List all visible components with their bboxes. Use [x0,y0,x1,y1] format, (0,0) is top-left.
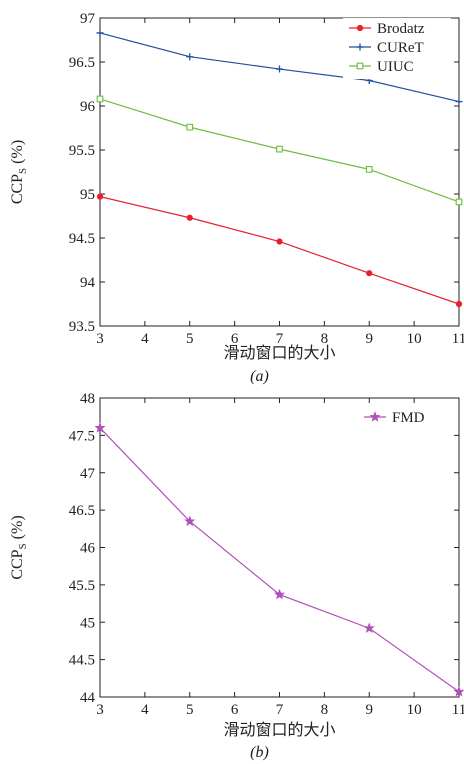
x-tick-label: 7 [276,702,284,718]
data-point [276,65,283,73]
data-point [366,270,373,277]
legend-marker [369,411,381,422]
y-tick-label: 96 [80,99,96,115]
y-axis-label: CCPS (%) [9,140,29,204]
data-point [276,238,283,245]
data-point [186,214,193,221]
data-point [455,300,463,308]
data-point [186,123,194,131]
series-line [99,196,460,305]
x-tick-label: 3 [96,702,104,718]
y-tick-label: 46.5 [69,503,95,519]
x-tick-label: 7 [276,331,284,347]
x-tick-label: 5 [186,331,194,347]
legend: FMD [358,407,451,430]
data-point [453,685,464,697]
chart-panel-b: 3 4 5 6 7 8 9 10 114444.54545.54646.54747.548FMD… [9,391,464,761]
legend: Brodatz CUReT UIUC [343,18,451,79]
x-axis-label: 滑动窗口的大小 [223,720,335,739]
legend-label: UIUC [377,59,414,75]
data-point [96,193,104,200]
y-tick-label: 44.5 [69,653,95,669]
chart-panel-a: 3 4 5 6 7 8 9 10 11 93.5 94 94.5 95 95.5 96 96.5 97 Broda… [9,11,464,385]
series-brodatz [96,193,463,308]
data-point [455,198,463,206]
legend-label: CUReT [377,40,424,56]
y-tick-label: 47 [80,466,96,482]
x-tick-label: 3 [96,331,104,347]
y-tick-label: 94.5 [69,231,95,247]
y-tick-label: 96.5 [69,55,95,71]
y-tick-label: 95.5 [69,143,95,159]
y-tick-label: 48 [80,391,95,407]
x-axis-label: 滑动窗口的大小 [223,343,335,362]
x-tick-label: 11 [452,331,464,347]
x-tick-label: 4 [141,331,149,347]
data-point [276,145,283,153]
data-point [365,166,373,173]
data-point [186,53,194,61]
x-tick-label: 10 [407,702,422,718]
x-tick-label: 10 [407,331,422,347]
x-tick-label: 9 [366,331,374,347]
data-point [94,422,106,433]
y-axis-label: CCPS (%) [9,515,29,579]
x-tick-label: 5 [186,702,194,718]
y-tick-label: 97 [80,11,96,27]
series-uiuc [96,95,463,206]
series-curet [96,29,463,106]
y-tick-label: 46 [80,541,96,557]
legend-label: FMD [392,410,425,426]
data-point [96,29,104,37]
x-tick-label: 4 [141,702,149,718]
panel-caption: (b) [250,744,269,761]
x-tick-label: 6 [231,331,239,347]
legend-label: Brodatz [377,21,425,37]
y-tick-label: 93.5 [69,319,95,335]
legend-marker [356,43,364,51]
data-point [455,98,463,106]
legend-marker [356,62,364,70]
y-tick-label: 47.5 [69,428,95,444]
data-point [273,588,286,600]
x-tick-label: 8 [321,331,329,347]
y-tick-label: 45 [80,615,95,631]
plot-frame [99,397,460,698]
panel-caption: (a) [250,368,269,385]
x-tick-label: 9 [366,702,374,718]
y-tick-label: 94 [80,275,96,291]
x-tick-label: 8 [321,702,329,718]
y-tick-label: 95 [80,187,95,203]
x-tick-label: 6 [231,702,239,718]
data-point [184,515,196,527]
legend-marker [356,24,364,32]
y-tick-label: 44 [80,690,96,706]
data-point [363,622,375,633]
series-line [99,427,460,693]
data-point [96,95,104,103]
x-tick-label: 11 [452,702,464,718]
y-tick-label: 45.5 [69,578,95,594]
series-fmd [94,422,464,697]
